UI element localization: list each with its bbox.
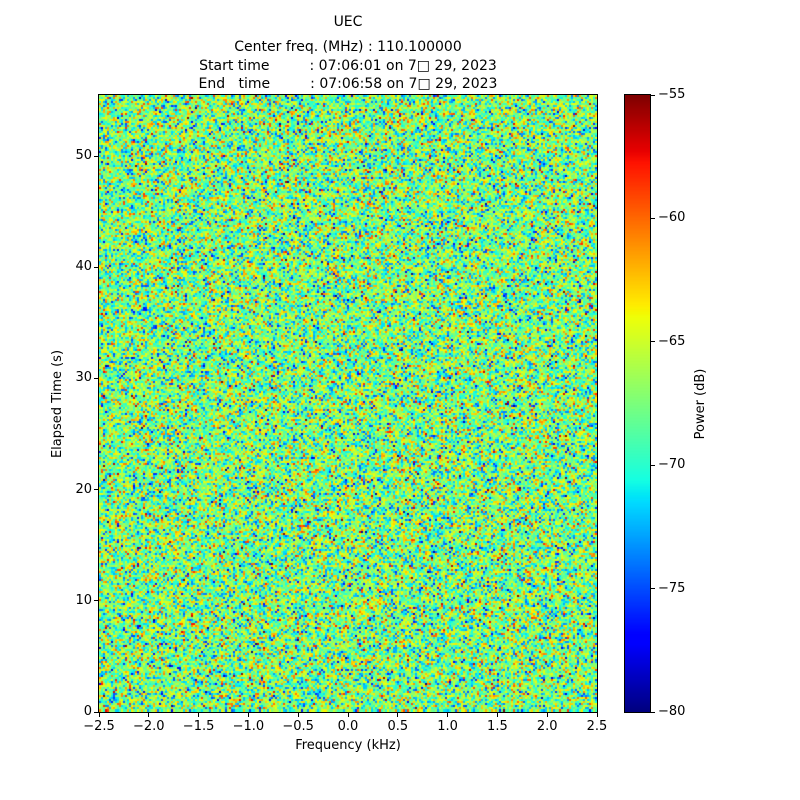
colorbar-tick-label: −70 xyxy=(658,457,686,473)
x-tick-label: −0.5 xyxy=(282,719,314,734)
x-tick-label: 0.0 xyxy=(337,719,359,734)
y-tick-label: 20 xyxy=(75,481,92,497)
y-tick-mark xyxy=(94,155,98,157)
x-tick-mark xyxy=(247,713,249,717)
header-start-time: Start time : 07:06:01 on 7□ 29, 2023 xyxy=(199,58,497,74)
x-tick-label: 2.0 xyxy=(536,719,558,734)
x-tick-label: −1.0 xyxy=(232,719,265,734)
colorbar-tick-mark xyxy=(651,588,655,590)
colorbar-tick-mark xyxy=(651,464,655,466)
heatmap-canvas xyxy=(98,94,598,713)
x-tick-mark xyxy=(347,713,349,717)
header-center-freq: Center freq. (MHz) : 110.100000 xyxy=(234,39,462,55)
x-tick-label: 1.5 xyxy=(487,719,508,734)
colorbar-label: Power (dB) xyxy=(693,368,708,440)
y-tick-mark xyxy=(94,711,98,713)
chart-title: UEC xyxy=(333,14,363,30)
y-tick-label: 50 xyxy=(75,148,92,164)
x-tick-label: −1.5 xyxy=(182,719,215,734)
y-tick-mark xyxy=(94,489,98,491)
colorbar-tick-mark xyxy=(651,711,655,713)
colorbar-tick-mark xyxy=(651,341,655,343)
x-tick-mark xyxy=(98,713,100,717)
y-tick-mark xyxy=(94,377,98,379)
x-tick-mark xyxy=(297,713,299,717)
x-tick-mark xyxy=(148,713,150,717)
x-tick-mark xyxy=(496,713,498,717)
y-axis-label: Elapsed Time (s) xyxy=(50,349,65,459)
x-axis-label: Frequency (kHz) xyxy=(295,738,401,753)
x-tick-label: 0.5 xyxy=(387,719,409,734)
y-tick-label: 0 xyxy=(83,704,92,719)
x-tick-mark xyxy=(198,713,200,717)
x-tick-mark xyxy=(596,713,598,717)
colorbar-tick-label: −55 xyxy=(658,87,686,102)
header-end-time: End time : 07:06:58 on 7□ 29, 2023 xyxy=(198,76,498,92)
y-tick-label: 30 xyxy=(75,370,92,386)
colorbar-tick-label: −75 xyxy=(658,580,686,596)
colorbar-tick-label: −65 xyxy=(658,333,686,349)
x-tick-mark xyxy=(546,713,548,717)
x-tick-mark xyxy=(397,713,399,717)
x-tick-label: −2.0 xyxy=(133,719,165,734)
y-tick-mark xyxy=(94,600,98,602)
x-tick-label: 2.5 xyxy=(586,719,608,734)
colorbar-tick-label: −80 xyxy=(658,704,686,719)
y-tick-mark xyxy=(94,266,98,268)
y-tick-label: 40 xyxy=(75,259,92,275)
colorbar-canvas xyxy=(624,94,651,713)
y-tick-label: 10 xyxy=(75,592,92,608)
x-tick-label: 1.0 xyxy=(437,719,458,734)
x-tick-mark xyxy=(447,713,449,717)
colorbar-tick-mark xyxy=(651,94,655,96)
colorbar-tick-label: −60 xyxy=(658,210,686,226)
colorbar-tick-mark xyxy=(651,217,655,219)
x-tick-label: −2.5 xyxy=(83,719,115,734)
